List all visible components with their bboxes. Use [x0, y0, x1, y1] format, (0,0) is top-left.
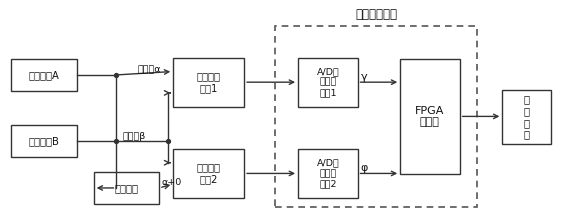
FancyBboxPatch shape: [94, 172, 159, 204]
FancyBboxPatch shape: [298, 149, 358, 198]
Text: A/D模
数转换
电路2: A/D模 数转换 电路2: [317, 159, 339, 188]
FancyBboxPatch shape: [173, 58, 244, 107]
FancyBboxPatch shape: [298, 58, 358, 107]
FancyBboxPatch shape: [173, 149, 244, 198]
Text: 相位为α: 相位为α: [138, 65, 162, 74]
Text: 输入信号B: 输入信号B: [28, 136, 60, 146]
Text: 输
出
信
号: 输 出 信 号: [523, 95, 529, 139]
Text: A/D模
数转换
电路1: A/D模 数转换 电路1: [317, 67, 339, 97]
Text: φ: φ: [360, 163, 368, 173]
FancyBboxPatch shape: [12, 59, 76, 91]
FancyBboxPatch shape: [12, 125, 76, 157]
FancyBboxPatch shape: [400, 59, 460, 174]
Text: α+0: α+0: [162, 178, 182, 187]
Text: 输入信号A: 输入信号A: [28, 70, 60, 80]
Text: FPGA
处理器: FPGA 处理器: [415, 106, 445, 127]
Text: 信号处理模块: 信号处理模块: [355, 8, 397, 21]
Text: 检相检测
模块2: 检相检测 模块2: [197, 163, 221, 184]
Text: γ: γ: [360, 72, 367, 82]
Text: 移相电路: 移相电路: [115, 183, 138, 193]
Text: 相位为β: 相位为β: [122, 132, 145, 141]
Text: 检相检测
模块1: 检相检测 模块1: [197, 71, 221, 93]
FancyBboxPatch shape: [503, 90, 551, 144]
